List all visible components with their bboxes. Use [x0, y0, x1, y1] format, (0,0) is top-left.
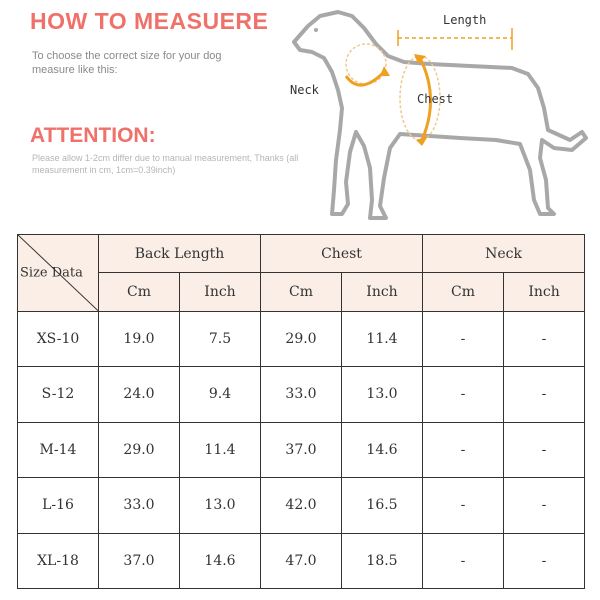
table-cell: 11.4 [340, 310, 424, 368]
unit-header: Cm [98, 272, 180, 312]
size-label-cell: S-12 [17, 366, 99, 423]
neck-arrowhead [380, 66, 390, 76]
table-cell: - [503, 310, 586, 368]
table-cell: 14.6 [340, 421, 424, 479]
size-label-cell: L-16 [17, 477, 99, 534]
table-cell: - [503, 421, 586, 479]
table-cell: - [422, 477, 505, 534]
group-header-chest: Chest [259, 233, 424, 274]
dog-silhouette [292, 10, 588, 220]
chest-arrowhead-top [414, 54, 426, 64]
table-cell: 33.0 [260, 366, 342, 423]
table-row: S-12 24.0 9.4 33.0 13.0 - - [17, 366, 586, 423]
dog-eye [314, 28, 318, 32]
page-subtitle: To choose the correct size for your dog … [32, 50, 222, 76]
corner-diagonal [18, 235, 98, 311]
table-cell: 18.5 [340, 532, 424, 589]
table-row: XS-10 19.0 7.5 29.0 11.4 - - [17, 310, 586, 368]
table-cell: 7.5 [179, 310, 261, 368]
size-chart-table: Size Data Back Length Chest Neck Cm Inch… [17, 233, 586, 589]
table-unit-row: Cm Inch Cm Inch Cm Inch [18, 272, 586, 312]
table-cell: - [503, 366, 586, 423]
attention-text: Please allow 1-2cm differ due to manual … [32, 153, 299, 175]
table-cell: 24.0 [98, 366, 180, 423]
group-header-neck: Neck [422, 233, 586, 274]
size-label-cell: M-14 [17, 421, 99, 479]
group-header-back-length: Back Length [98, 233, 261, 274]
table-cell: 19.0 [98, 310, 180, 368]
table-row: M-14 29.0 11.4 37.0 14.6 - - [17, 421, 586, 479]
table-cell: 9.4 [179, 366, 261, 423]
table-cell: 14.6 [179, 532, 261, 589]
unit-header: Cm [260, 272, 342, 312]
table-cell: - [422, 310, 505, 368]
table-cell: 29.0 [98, 421, 180, 479]
chest-label: Chest [417, 92, 453, 106]
table-row: XL-18 37.0 14.6 47.0 18.5 - - [17, 532, 586, 589]
table-cell: 13.0 [340, 366, 424, 423]
size-label-cell: XL-18 [17, 532, 99, 589]
size-label-cell: XS-10 [17, 310, 99, 368]
corner-cell: Size Data [17, 234, 99, 312]
table-cell: 16.5 [340, 477, 424, 534]
table-cell: 33.0 [98, 477, 180, 534]
table-cell: 11.4 [179, 421, 261, 479]
unit-header: Inch [179, 272, 261, 312]
unit-header: Inch [340, 272, 424, 312]
table-cell: 13.0 [179, 477, 261, 534]
table-cell: 42.0 [260, 477, 342, 534]
neck-arrow [344, 70, 386, 87]
length-label: Length [443, 13, 486, 27]
table-row: L-16 33.0 13.0 42.0 16.5 - - [17, 477, 586, 534]
table-cell: - [422, 532, 505, 589]
table-cell: 47.0 [260, 532, 342, 589]
table-cell: 29.0 [260, 310, 342, 368]
corner-label: Size Data [20, 265, 83, 281]
unit-header: Cm [422, 272, 505, 312]
table-cell: 37.0 [260, 421, 342, 479]
unit-header: Inch [503, 272, 586, 312]
table-cell: - [503, 532, 586, 589]
table-header-row: Size Data Back Length Chest Neck [17, 233, 586, 312]
chest-arrowhead-bottom [416, 136, 428, 146]
attention-title: ATTENTION: [30, 124, 156, 147]
neck-label: Neck [290, 83, 320, 97]
page-title: HOW TO MEASUERE [30, 8, 269, 34]
table-cell: 37.0 [98, 532, 180, 589]
dog-measurement-diagram: Length Neck Chest [290, 10, 588, 220]
chest-arrow [418, 57, 432, 141]
table-cell: - [422, 366, 505, 423]
table-cell: - [422, 421, 505, 479]
table-cell: - [503, 477, 586, 534]
